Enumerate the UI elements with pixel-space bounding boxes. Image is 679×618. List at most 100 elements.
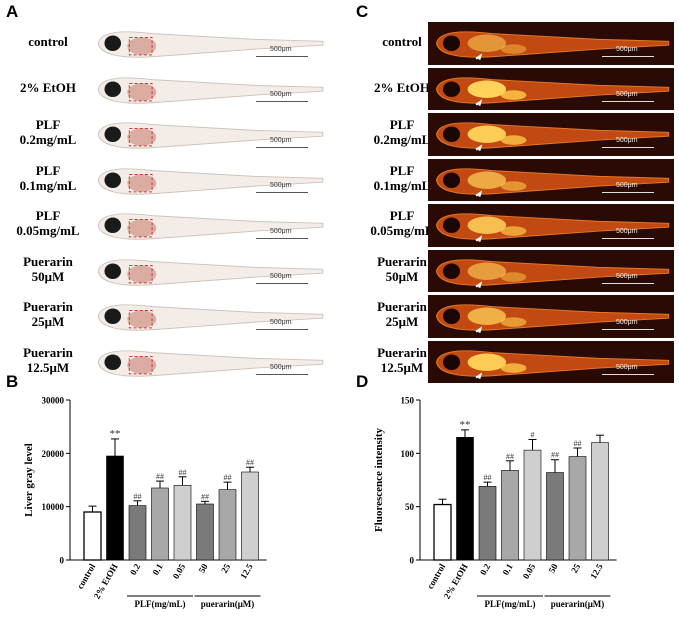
scale-bar-label: 500μm [270, 318, 292, 326]
significance-mark: ## [179, 468, 187, 477]
x-tick-label: control [425, 562, 448, 591]
bar [591, 442, 609, 561]
significance-mark: ## [134, 492, 142, 501]
bar [433, 503, 452, 561]
row-label-line: 12.5μM [26, 359, 70, 375]
scale-bar-label: 500μm [270, 273, 292, 280]
larva-image [97, 31, 324, 58]
row-label: Puerarin 25μM [2, 299, 94, 329]
larva-image-row: 500μm [428, 158, 674, 201]
fluorescent-larva-image [436, 31, 670, 60]
scale-bar-label: 500μm [616, 91, 638, 98]
scale-bar-label: 500μm [270, 227, 292, 235]
row-label-line: control [28, 34, 68, 49]
larva-image-row: 500μm [90, 249, 328, 292]
y-tick-label: 20000 [42, 449, 65, 459]
y-axis-label: Liver gray level [23, 443, 35, 517]
bar [568, 456, 587, 561]
larva-image-row: 500μm [428, 340, 674, 383]
x-tick-label: 0.2 [478, 562, 493, 577]
group-label: PLF(mg/mL) [485, 599, 536, 609]
bar [456, 437, 474, 561]
scale-bar-label: 500μm [616, 45, 638, 53]
panel-label-d: D [356, 372, 369, 391]
significance-mark: ## [156, 472, 164, 481]
row-label: PLF 0.2mg/mL [356, 117, 448, 147]
scale-bar-label: 500μm [270, 91, 292, 98]
scale-bar-label: 500μm [270, 45, 292, 53]
scale-bar [256, 328, 308, 330]
y-tick-label: 150 [401, 396, 415, 406]
fluorescent-larva-image [436, 76, 670, 106]
scale-bar [602, 192, 654, 193]
scale-bar [602, 101, 654, 102]
bar [173, 485, 192, 561]
bar [83, 511, 102, 561]
row-label-line: 0.2mg/mL [19, 132, 77, 147]
scale-bar-label: 500μm [616, 182, 638, 189]
scale-bar [602, 237, 654, 239]
larva-image-row: 500μm [428, 113, 674, 156]
scale-bar-label: 500μm [270, 364, 292, 371]
larva-image-row: 500μm [428, 295, 674, 338]
scale-bar [256, 55, 308, 57]
scale-bar-label: 500μm [616, 364, 638, 371]
bar [151, 487, 169, 561]
bar [523, 449, 542, 561]
scale-bar [602, 374, 654, 375]
scale-bar [602, 146, 654, 148]
group-label: PLF(mg/mL) [135, 599, 186, 609]
row-label: 2% EtOH [356, 80, 448, 95]
row-label: control [356, 34, 448, 49]
larva-image-row: 500μm [90, 295, 328, 338]
larva-image-row: 500μm [90, 67, 328, 110]
row-label-line: Puerarin [23, 299, 73, 314]
larva-image [97, 258, 324, 286]
scale-bar-label: 500μm [270, 182, 292, 189]
significance-mark: ## [201, 492, 209, 501]
fluorescent-larva-image [436, 349, 670, 379]
y-tick-label: 0 [60, 556, 65, 566]
row-label: Puerarin 12.5μM [2, 345, 94, 375]
row-label-line: PLF [35, 208, 61, 223]
scale-bar [256, 146, 308, 148]
row-label-line: PLF [389, 208, 415, 223]
row-label: control [2, 34, 94, 49]
scale-bar [256, 374, 308, 375]
fluorescent-larva-image [436, 122, 670, 151]
row-label: PLF 0.2mg/mL [2, 117, 94, 147]
significance-mark: ## [574, 439, 582, 448]
larva-image [97, 76, 324, 104]
row-label-line: 2% EtOH [20, 79, 76, 95]
scale-bar-label: 500μm [616, 318, 638, 326]
chart-b-liver-gray-level: Liver gray level 0 10000 20000 30000 control *… [23, 396, 267, 609]
scale-bar-label: 500μm [616, 136, 638, 144]
row-label-line: PLF [389, 162, 415, 178]
bar [196, 503, 214, 561]
row-label-line: 0.1mg/mL [373, 177, 431, 193]
significance-mark: ## [246, 458, 254, 467]
scale-bar [602, 283, 654, 284]
larva-image [97, 213, 324, 240]
x-tick-label: 0.2 [128, 562, 143, 577]
row-label-line: 0.1mg/mL [19, 177, 77, 193]
scale-bar [256, 237, 308, 239]
larva-image-row: 500μm [90, 340, 328, 383]
x-tick-label: 12.5 [238, 562, 255, 581]
bar [106, 455, 124, 561]
scale-bar-label: 500μm [616, 273, 638, 280]
group-label: puerarin(μM) [551, 599, 605, 609]
significance-mark: # [531, 430, 535, 439]
significance-mark: ## [551, 451, 559, 460]
x-tick-label: 0.1 [500, 562, 515, 577]
row-label-line: 2% EtOH [374, 79, 430, 95]
y-tick-label: 30000 [42, 396, 65, 406]
row-label: 2% EtOH [2, 80, 94, 95]
x-tick-label: control [75, 562, 98, 591]
x-tick-label: 12.5 [588, 562, 605, 581]
larva-image-row: 500μm [428, 249, 674, 292]
y-tick-label: 10000 [42, 502, 65, 512]
larva-image-row: 500μm [428, 204, 674, 247]
group-label: puerarin(μM) [201, 599, 255, 609]
fluorescent-larva-image [436, 213, 670, 242]
